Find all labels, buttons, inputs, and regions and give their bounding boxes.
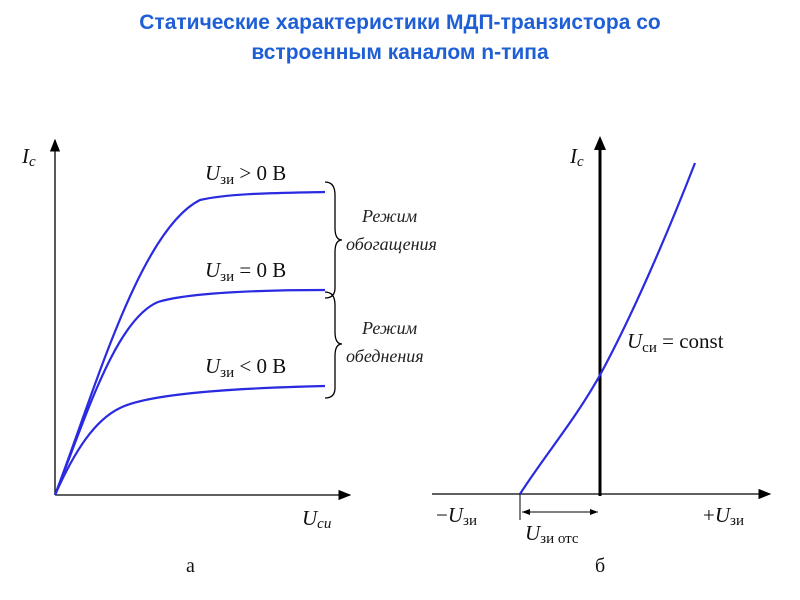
brace-enhancement (324, 181, 343, 299)
curve-label-const: Uси = const (627, 329, 724, 356)
curve-enhancement (53, 190, 326, 496)
right-graph: Iс Uси = const −Uзи +Uзи Uзи отс б (432, 136, 772, 577)
page-title: Статические характеристики МДП-транзисто… (0, 8, 800, 68)
x-neg-label: −Uзи (436, 503, 477, 529)
mode-depletion-line1: Режим (361, 318, 418, 338)
cutoff-label: Uзи отс (525, 521, 579, 547)
curve-label-enhancement: Uзи > 0 В (205, 161, 286, 188)
left-graph: Iс Uси Uзи > 0 В Uзи = 0 В Uзи < 0 В Реж… (21, 138, 437, 577)
curve-label-zero: Uзи = 0 В (205, 258, 286, 285)
curve-depletion (53, 384, 326, 496)
mode-enhancement-line2: обогащения (346, 234, 437, 254)
x-pos-label: +Uзи (703, 503, 744, 529)
right-caption: б (595, 555, 605, 577)
cutoff-arrow-left (522, 509, 530, 515)
right-y-axis-arrow (594, 136, 606, 150)
curve-label-depletion: Uзи < 0 В (205, 354, 286, 381)
left-caption: а (186, 555, 195, 577)
transfer-curve (519, 162, 697, 495)
right-y-axis-label: Iс (569, 144, 584, 170)
title-line-2: встроенным каналом n-типа (251, 41, 549, 64)
curve-zero (53, 288, 326, 496)
brace-depletion (324, 291, 343, 399)
title-line-1: Статические характеристики МДП-транзисто… (139, 11, 661, 34)
left-x-axis-label: Uси (302, 506, 331, 532)
mode-enhancement-line1: Режим (361, 206, 418, 226)
cutoff-arrow-right (590, 509, 598, 515)
mode-depletion-line2: обеднения (346, 346, 424, 366)
left-y-axis-label: Iс (21, 144, 36, 170)
